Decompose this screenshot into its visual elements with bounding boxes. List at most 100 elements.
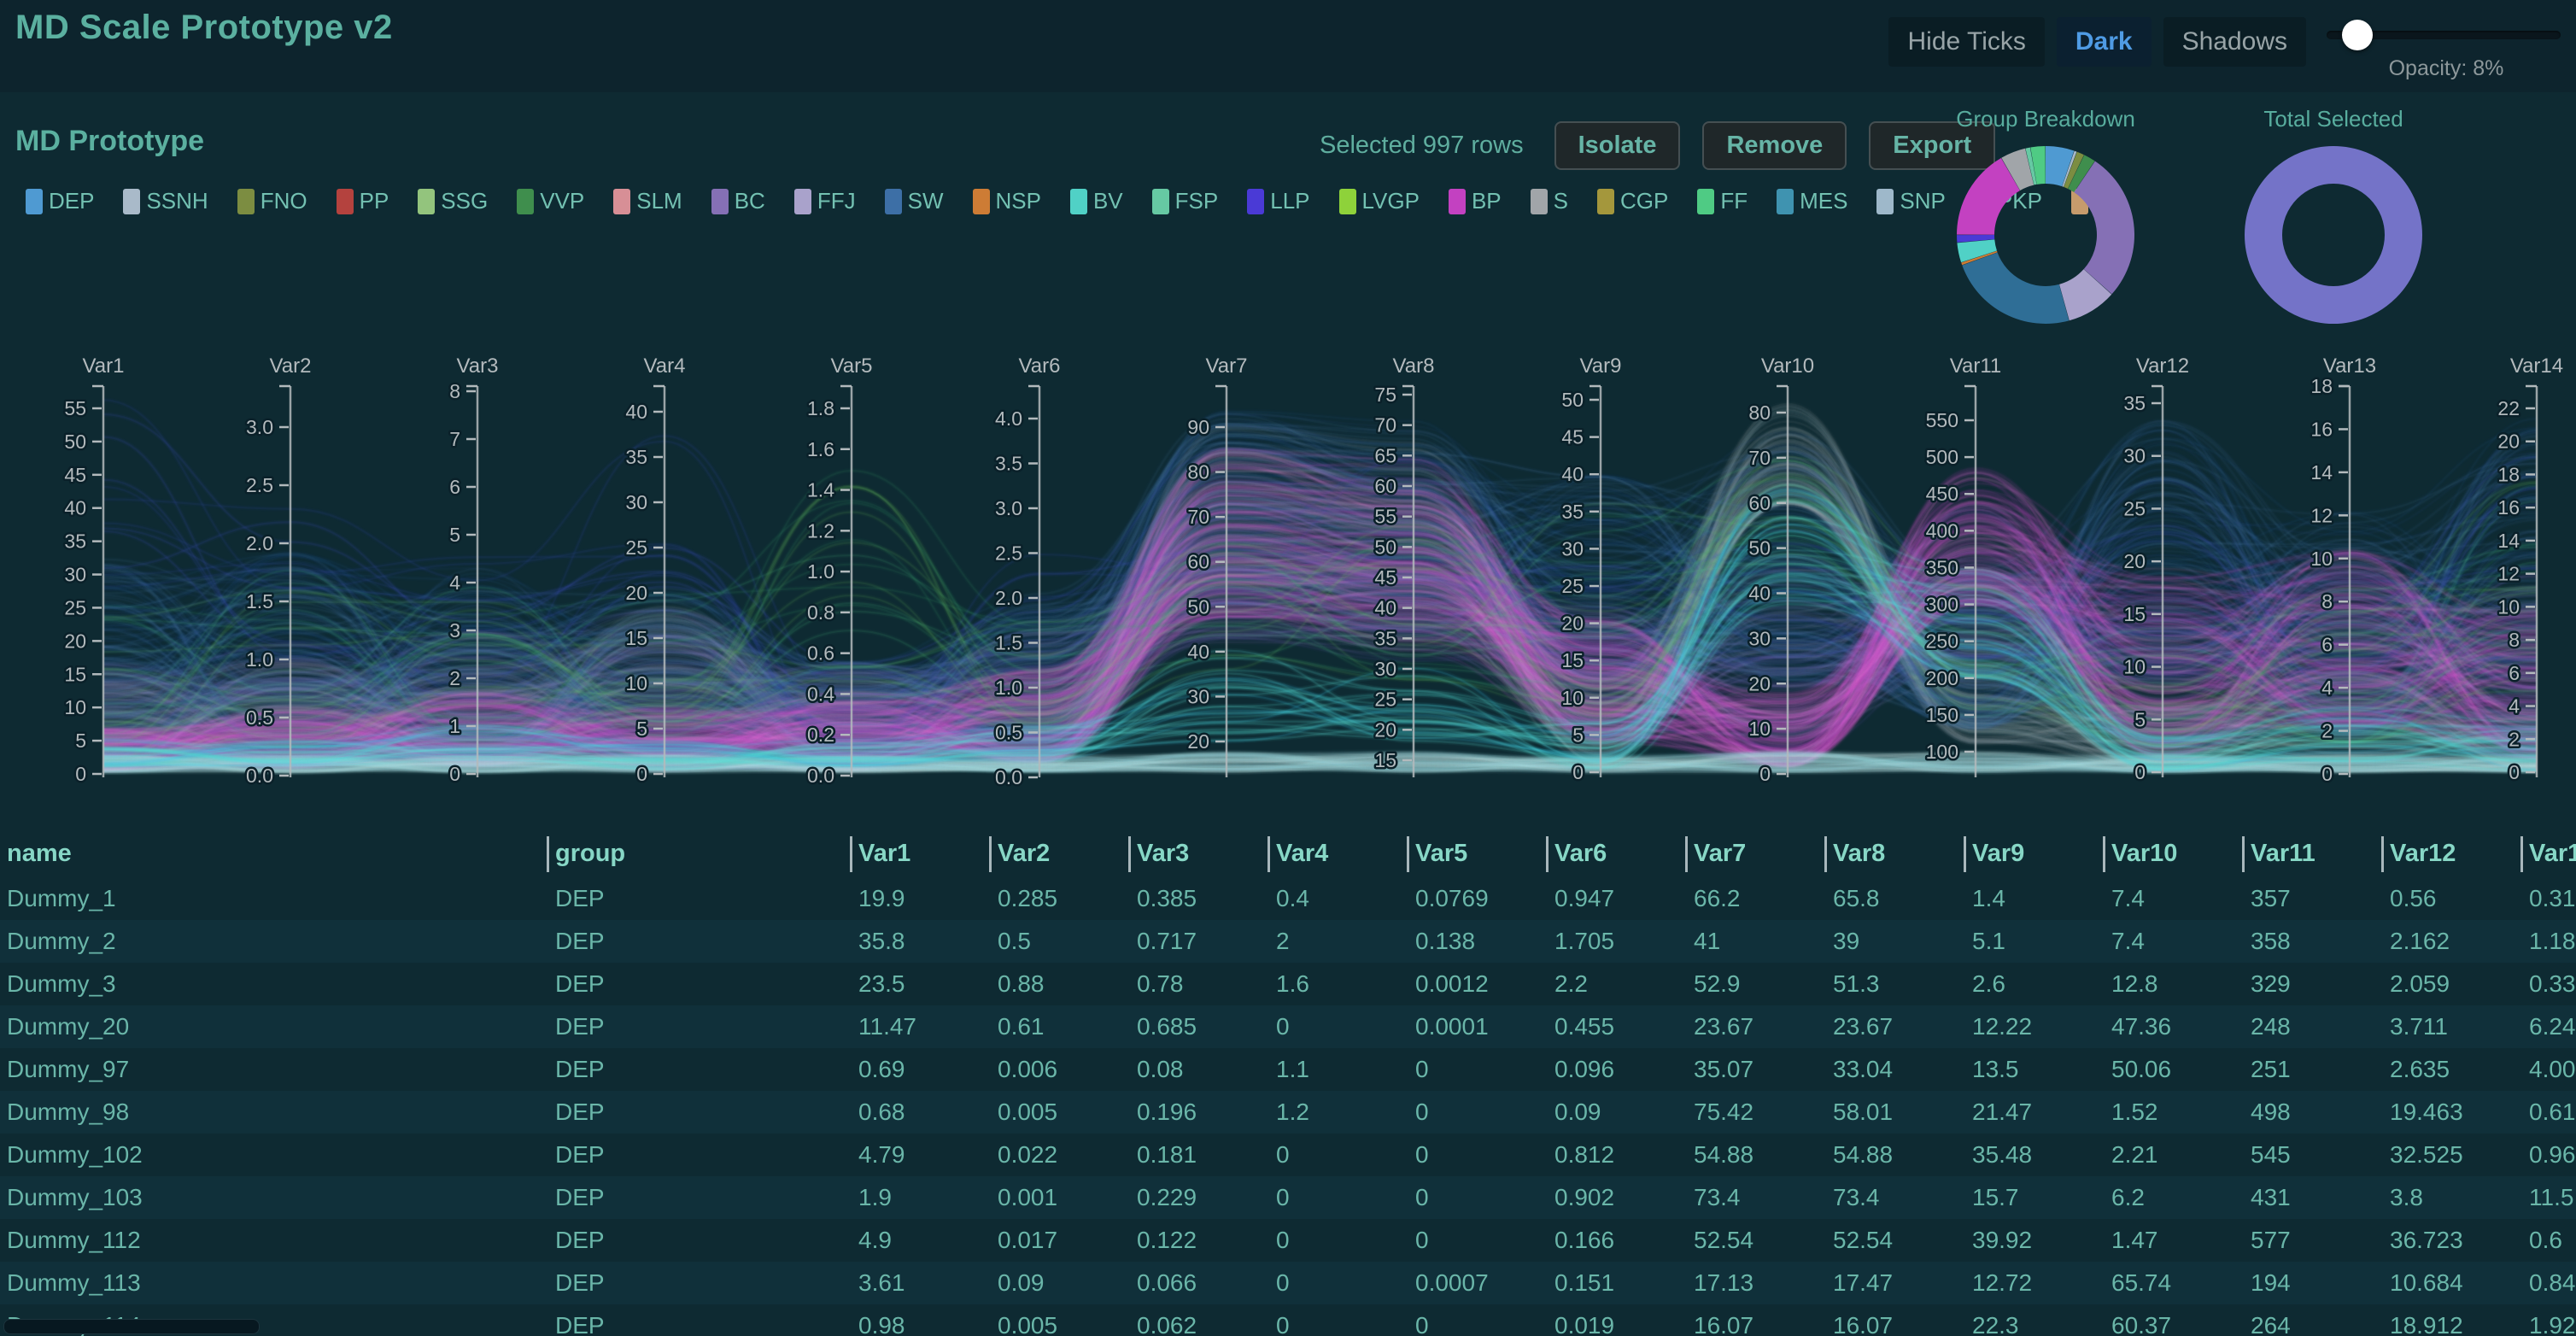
legend-item-label: SW <box>907 188 944 214</box>
cell-var4: 2 <box>1276 928 1290 954</box>
column-resize-handle[interactable] <box>2242 836 2245 872</box>
column-header-var12[interactable]: Var12 <box>2390 840 2456 867</box>
table-row-dummy_114[interactable]: Dummy_114DEP0.980.0050.062000.01916.0716… <box>0 1304 2576 1336</box>
donut-segment-fsp[interactable] <box>2025 147 2037 185</box>
legend-item-snp[interactable]: SNP <box>1876 188 1946 214</box>
column-header-var9[interactable]: Var9 <box>1972 840 2025 867</box>
column-header-var8[interactable]: Var8 <box>1833 840 1886 867</box>
table-row-dummy_113[interactable]: Dummy_113 DEP 3.61 0.09 0.066 0 0.0007 0.151 17.… <box>0 1262 2576 1304</box>
table-row-dummy_102[interactable]: Dummy_102 DEP 4.79 0.022 0.181 0 0 0.812 54.88 54… <box>0 1134 2576 1176</box>
table-row-dummy_20[interactable]: Dummy_20 DEP 11.47 0.61 0.685 0 0.0001 0.455 23.… <box>0 1005 2576 1048</box>
column-header-var3[interactable]: Var3 <box>1137 840 1190 867</box>
legend-item-s[interactable]: S <box>1530 188 1568 214</box>
donut-segment-llp[interactable] <box>1957 235 1995 243</box>
column-resize-handle[interactable] <box>1546 836 1549 872</box>
donut-segment-vvp[interactable] <box>2068 155 2095 193</box>
legend-item-ff[interactable]: FF <box>1697 188 1748 214</box>
legend-item-dep[interactable]: DEP <box>26 188 94 214</box>
column-header-name[interactable]: name <box>7 840 72 867</box>
column-resize-handle[interactable] <box>989 836 992 872</box>
cell-var4: 0 <box>1276 1184 1290 1210</box>
opacity-slider-track[interactable] <box>2327 20 2561 50</box>
donut-segment-s[interactable] <box>2001 148 2034 190</box>
column-header-var5[interactable]: Var5 <box>1415 840 1468 867</box>
column-resize-handle[interactable] <box>2103 836 2105 872</box>
column-resize-handle[interactable] <box>547 836 549 872</box>
table-row-dummy_98[interactable]: Dummy_98 DEP 0.68 0.005 0.196 1.2 0 0.09 75.42 58… <box>0 1091 2576 1134</box>
legend-item-ffj[interactable]: FFJ <box>793 188 856 214</box>
cell-var12: 3.711 <box>2390 1013 2448 1040</box>
table-row-dummy_112[interactable]: Dummy_112 DEP 4.9 0.017 0.122 0 0 0.166 52.54 52.… <box>0 1219 2576 1262</box>
top-bar: MD Scale Prototype v2 Hide Ticks Dark Shad… <box>0 0 2576 92</box>
donut-segment-sw[interactable] <box>1962 252 2070 324</box>
column-header-var2[interactable]: Var2 <box>998 840 1051 867</box>
table-row-dummy_97[interactable]: Dummy_97 DEP 0.69 0.006 0.08 1.1 0 0.096 35.07 33… <box>0 1048 2576 1091</box>
donut-segment-bp[interactable] <box>1957 157 2020 235</box>
horizontal-scrollbar-thumb[interactable] <box>3 1319 260 1334</box>
cell-var4: 1.1 <box>1276 1056 1309 1082</box>
donut-segment-ff[interactable] <box>2030 146 2046 185</box>
column-header-var6[interactable]: Var6 <box>1554 840 1607 867</box>
cell-var8: 23.67 <box>1833 1013 1894 1040</box>
column-header-var7[interactable]: Var7 <box>1694 840 1747 867</box>
legend-item-fno[interactable]: FNO <box>237 188 307 214</box>
column-resize-handle[interactable] <box>1128 836 1131 872</box>
page-title: MD Scale Prototype v2 <box>15 9 393 46</box>
legend-item-sw[interactable]: SW <box>884 188 944 214</box>
export-button[interactable]: Export <box>1869 121 1996 170</box>
toggle-hide-ticks[interactable]: Hide Ticks <box>1888 17 2045 67</box>
legend-item-ssnh[interactable]: SSNH <box>123 188 208 214</box>
cell-var11: 251 <box>2251 1056 2291 1082</box>
legend-item-label: SSG <box>441 188 489 214</box>
legend-item-slm[interactable]: SLM <box>613 188 682 214</box>
table-row-dummy_1[interactable]: Dummy_1 DEP 19.9 0.285 0.385 0.4 0.0769 0.947 66… <box>0 877 2576 920</box>
donut-segment-ffj[interactable] <box>2059 269 2112 321</box>
column-resize-handle[interactable] <box>850 836 852 872</box>
donut-segment-nsp[interactable] <box>1961 250 1998 266</box>
table-row-dummy_2[interactable]: Dummy_2 DEP 35.8 0.5 0.717 2 0.138 1.705 41 39 5.1… <box>0 920 2576 963</box>
column-resize-handle[interactable] <box>1964 836 1966 872</box>
donut-segment-bc[interactable] <box>2074 161 2134 295</box>
legend-item-llp[interactable]: LLP <box>1247 188 1310 214</box>
column-header-var11[interactable]: Var11 <box>2251 840 2315 867</box>
legend-item-vvp[interactable]: VVP <box>517 188 584 214</box>
legend-item-fsp[interactable]: FSP <box>1151 188 1218 214</box>
column-header-group[interactable]: group <box>555 840 626 867</box>
opacity-slider-knob[interactable] <box>2341 20 2373 50</box>
toggle-dark[interactable]: Dark <box>2056 17 2152 67</box>
column-header-var13[interactable]: Var13 <box>2529 840 2576 867</box>
legend-item-ssg[interactable]: SSG <box>418 188 488 214</box>
legend-swatch-icon <box>123 188 141 214</box>
column-header-var10[interactable]: Var10 <box>2111 840 2178 867</box>
column-resize-handle[interactable] <box>2520 836 2523 872</box>
remove-button[interactable]: Remove <box>1702 121 1847 170</box>
table-row-dummy_103[interactable]: Dummy_103 DEP 1.9 0.001 0.229 0 0 0.902 73.4 73.4… <box>0 1176 2576 1219</box>
legend-item-bp[interactable]: BP <box>1448 188 1502 214</box>
column-header-var4[interactable]: Var4 <box>1276 840 1329 867</box>
table-row-dummy_3[interactable]: Dummy_3 DEP 23.5 0.88 0.78 1.6 0.0012 2.2 52.9 51… <box>0 963 2576 1005</box>
legend-item-bv[interactable]: BV <box>1069 188 1123 214</box>
legend-item-lvgp[interactable]: LVGP <box>1338 188 1420 214</box>
toggle-shadows[interactable]: Shadows <box>2163 17 2306 67</box>
group-breakdown-donut[interactable] <box>1952 141 2140 329</box>
legend-item-cgp[interactable]: CGP <box>1596 188 1668 214</box>
donut-segment-fno[interactable] <box>2064 151 2084 189</box>
column-resize-handle[interactable] <box>1268 836 1270 872</box>
column-resize-handle[interactable] <box>1685 836 1688 872</box>
donut-segment-bv[interactable] <box>1957 239 1997 263</box>
legend-item-mes[interactable]: MES <box>1777 188 1847 214</box>
column-header-var1[interactable]: Var1 <box>858 840 911 867</box>
legend-item-bc[interactable]: BC <box>711 188 765 214</box>
donut-segment-ssnh[interactable] <box>2062 150 2077 187</box>
total-selected-donut[interactable] <box>2239 141 2427 329</box>
donut-segment-selected[interactable] <box>2245 146 2422 324</box>
column-resize-handle[interactable] <box>2381 836 2384 872</box>
legend-item-nsp[interactable]: NSP <box>972 188 1041 214</box>
isolate-button[interactable]: Isolate <box>1554 121 1681 170</box>
column-resize-handle[interactable] <box>1824 836 1827 872</box>
column-resize-handle[interactable] <box>1407 836 1409 872</box>
opacity-slider[interactable]: Opacity: 8% <box>2327 12 2566 85</box>
donut-segment-dep[interactable] <box>2046 146 2075 187</box>
legend-item-pp[interactable]: PP <box>336 188 389 214</box>
